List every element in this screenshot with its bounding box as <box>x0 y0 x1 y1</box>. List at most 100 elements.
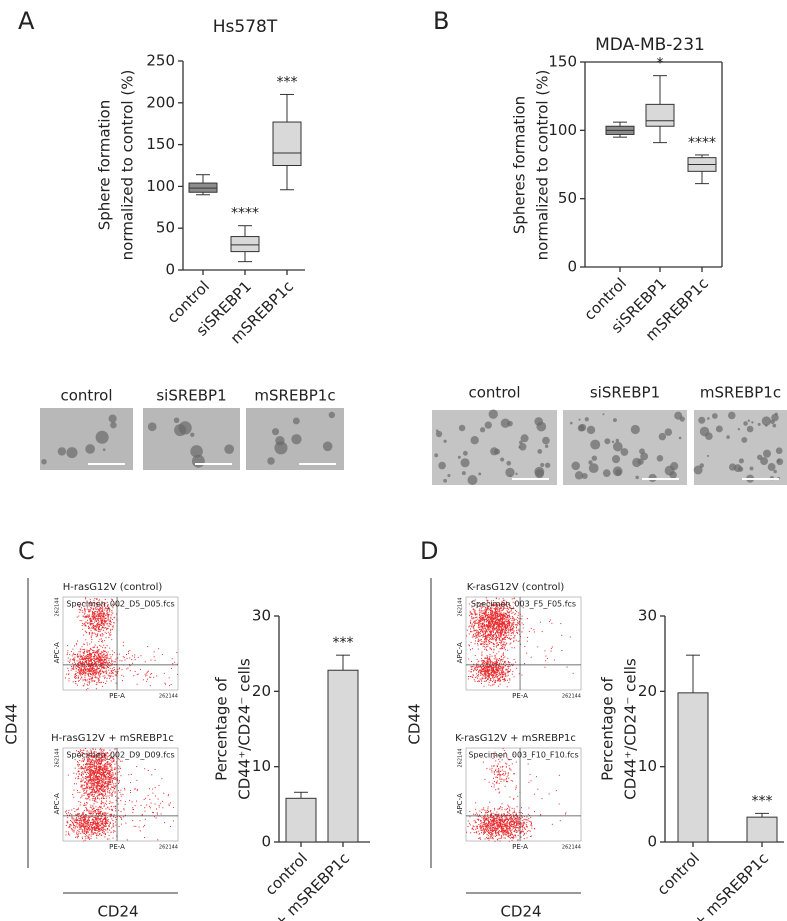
event-dot <box>135 671 136 672</box>
sphere <box>748 420 750 422</box>
event-dot <box>97 669 98 670</box>
event-dot <box>94 801 95 802</box>
event-dot <box>108 776 109 777</box>
event-dot <box>94 660 95 661</box>
event-dot <box>77 656 78 657</box>
bar <box>678 693 708 842</box>
y-tick-label: 10 <box>638 757 657 775</box>
event-dot <box>95 652 96 653</box>
event-dot <box>102 823 103 824</box>
event-dot <box>94 827 95 828</box>
event-dot <box>498 634 499 635</box>
event-dot <box>501 614 502 615</box>
event-dot <box>499 615 500 616</box>
event-dot <box>115 675 116 676</box>
event-dot <box>108 616 109 617</box>
event-dot <box>84 820 85 821</box>
event-dot <box>125 801 126 802</box>
event-dot <box>90 823 91 824</box>
event-dot <box>116 672 117 673</box>
event-dot <box>100 821 101 822</box>
event-dot <box>83 778 84 779</box>
y-tick-label: 20 <box>252 682 271 700</box>
y-axis-label: normalized to control (%) <box>534 70 552 261</box>
event-dot <box>95 772 96 773</box>
significance: *** <box>333 635 354 651</box>
event-dot <box>86 791 87 792</box>
event-dot <box>481 610 482 611</box>
event-dot <box>116 819 117 820</box>
event-dot <box>95 768 96 769</box>
event-dot <box>111 675 112 676</box>
event-dot <box>494 621 495 622</box>
event-dot <box>80 672 81 673</box>
sphere <box>518 446 520 448</box>
event-dot <box>86 616 87 617</box>
event-dot <box>500 643 501 644</box>
event-dot <box>67 652 68 653</box>
event-dot <box>504 613 505 614</box>
event-dot <box>89 661 90 662</box>
event-dot <box>77 820 78 821</box>
event-dot <box>97 822 98 823</box>
event-dot <box>502 617 503 618</box>
event-dot <box>107 813 108 814</box>
event-dot <box>470 628 471 629</box>
event-dot <box>98 825 99 826</box>
event-dot <box>102 832 103 833</box>
event-dot <box>91 667 92 668</box>
event-dot <box>170 826 171 827</box>
event-dot <box>495 634 496 635</box>
event-dot <box>109 610 110 611</box>
event-dot <box>95 611 96 612</box>
event-dot <box>93 779 94 780</box>
event-dot <box>90 777 91 778</box>
event-dot <box>113 838 114 839</box>
event-dot <box>86 657 87 658</box>
event-dot <box>78 765 79 766</box>
event-dot <box>86 825 87 826</box>
event-dot <box>70 820 71 821</box>
event-dot <box>474 621 475 622</box>
event-dot <box>145 819 146 820</box>
event-dot <box>95 761 96 762</box>
event-dot <box>503 634 504 635</box>
event-dot <box>110 789 111 790</box>
event-dot <box>98 620 99 621</box>
event-dot <box>497 613 498 614</box>
event-dot <box>110 629 111 630</box>
event-dot <box>481 615 482 616</box>
event-dot <box>496 631 497 632</box>
event-dot <box>143 826 144 827</box>
event-dot <box>108 660 109 661</box>
event-dot <box>91 639 92 640</box>
event-dot <box>76 773 77 774</box>
event-dot <box>492 620 493 621</box>
event-dot <box>102 667 103 668</box>
event-dot <box>84 658 85 659</box>
event-dot <box>88 668 89 669</box>
event-dot <box>86 788 87 789</box>
event-dot <box>87 679 88 680</box>
event-dot <box>96 835 97 836</box>
event-dot <box>95 662 96 663</box>
event-dot <box>117 658 118 659</box>
event-dot <box>77 790 78 791</box>
event-dot <box>93 628 94 629</box>
event-dot <box>490 638 491 639</box>
bar <box>328 670 358 842</box>
event-dot <box>473 634 474 635</box>
event-dot <box>68 670 69 671</box>
event-dot <box>497 621 498 622</box>
event-dot <box>82 662 83 663</box>
event-dot <box>102 626 103 627</box>
event-dot <box>503 624 504 625</box>
event-dot <box>81 822 82 823</box>
event-dot <box>96 788 97 789</box>
event-dot <box>89 834 90 835</box>
event-dot <box>105 781 106 782</box>
event-dot <box>89 763 90 764</box>
flow-max: 262144 <box>159 694 178 700</box>
event-dot <box>95 833 96 834</box>
event-dot <box>104 656 105 657</box>
